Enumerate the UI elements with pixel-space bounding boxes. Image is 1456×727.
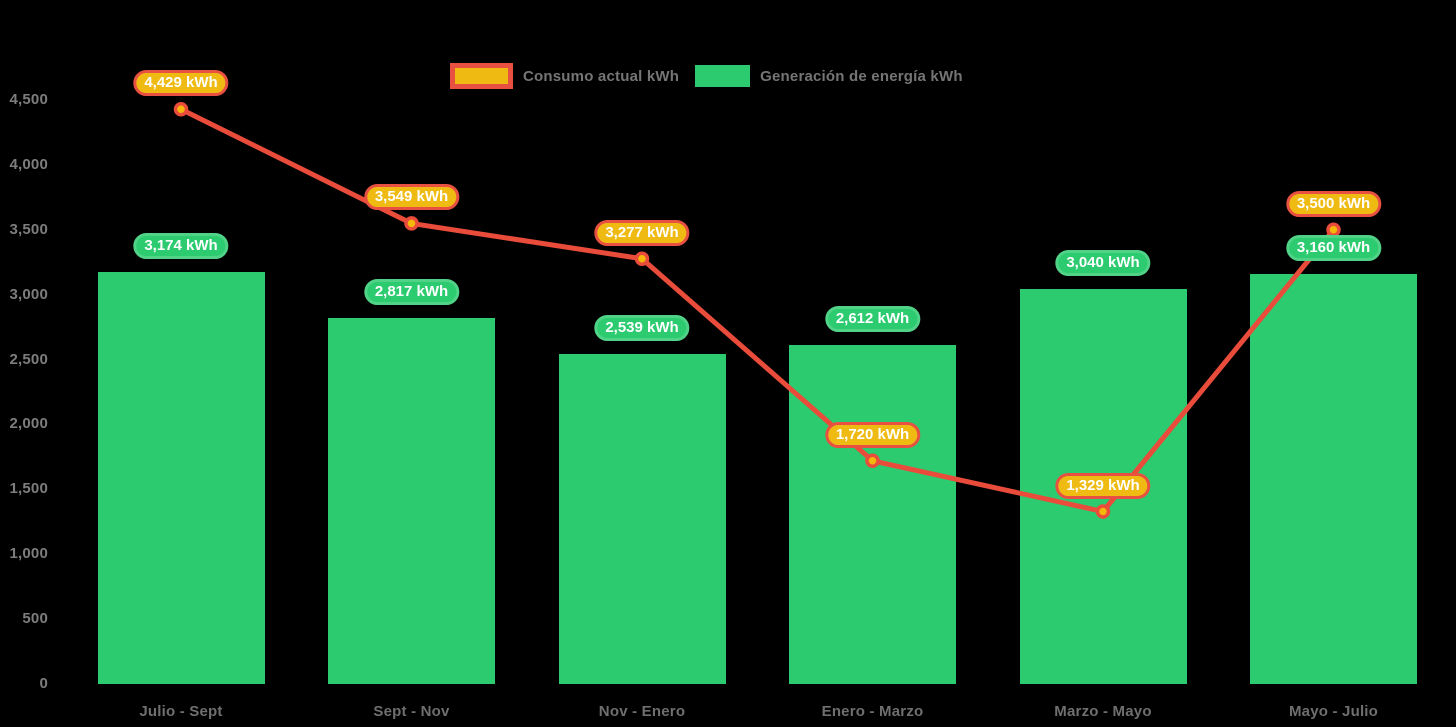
bar-legend-swatch-icon [695, 65, 751, 87]
consumo-point-1[interactable] [173, 101, 189, 117]
line-value-badge-6: 3,500 kWh [1285, 190, 1382, 217]
x-axis-label-5: Marzo - Mayo [1054, 703, 1152, 720]
y-axis-tick-label: 3,500 [9, 220, 48, 238]
y-axis-tick-label: 3,000 [9, 285, 48, 303]
bar-value-badge-3: 2,539 kWh [594, 315, 690, 342]
bar-generacion-3[interactable] [558, 354, 726, 684]
y-axis-tick-label: 1,500 [9, 480, 48, 498]
y-axis-tick-label: 2,000 [9, 415, 48, 433]
x-axis-label-4: Enero - Marzo [821, 703, 924, 720]
line-value-badge-4: 1,720 kWh [824, 421, 921, 448]
consumo-point-5[interactable] [1095, 504, 1111, 519]
consumo-point-2[interactable] [404, 216, 419, 231]
bar-generacion-1[interactable] [97, 272, 265, 684]
line-value-badge-3: 3,277 kWh [594, 219, 690, 246]
bar-value-badge-4: 2,612 kWh [824, 306, 921, 333]
y-axis-tick-label: 2,500 [9, 350, 48, 368]
y-axis-tick-label: 1,000 [9, 545, 48, 563]
x-axis-label-1: Julio - Sept [139, 703, 223, 720]
bar-generacion-4[interactable] [789, 345, 956, 684]
line-legend-swatch-icon [450, 63, 513, 89]
line-value-badge-1: 4,429 kWh [133, 70, 229, 97]
x-axis-label-3: Nov - Enero [598, 703, 686, 720]
line-value-badge-2: 3,549 kWh [363, 184, 460, 211]
y-axis-tick-label: 500 [22, 610, 48, 628]
legend-label: Generación de energía kWh [760, 67, 963, 85]
consumo-line [178, 106, 1336, 515]
bar-value-badge-1: 3,174 kWh [133, 233, 229, 260]
bar-generacion-2[interactable] [328, 318, 495, 684]
bar-value-badge-2: 2,817 kWh [363, 279, 460, 306]
bar-value-badge-5: 3,040 kWh [1055, 250, 1151, 277]
y-axis-tick-label: 0 [39, 675, 48, 692]
chart-legend: Consumo actual kWh Generación de energía … [450, 63, 963, 89]
legend-item-consumo[interactable]: Consumo actual kWh [450, 63, 679, 89]
consumo-point-3[interactable] [634, 251, 650, 266]
line-value-badge-5: 1,329 kWh [1055, 472, 1151, 499]
legend-label: Consumo actual kWh [523, 67, 680, 85]
y-axis-tick-label: 4,500 [9, 91, 48, 108]
bar-generacion-6[interactable] [1250, 273, 1417, 684]
bar-value-badge-6: 3,160 kWh [1285, 234, 1382, 261]
legend-item-generacion[interactable]: Generación de energía kWh [695, 65, 963, 87]
x-axis-label-2: Sept - Nov [373, 703, 450, 720]
x-axis-label-6: Mayo - Julio [1288, 703, 1379, 720]
y-axis-tick-label: 4,000 [9, 155, 48, 173]
consumo-point-4[interactable] [865, 453, 880, 469]
consumo-point-6[interactable] [1326, 222, 1341, 238]
